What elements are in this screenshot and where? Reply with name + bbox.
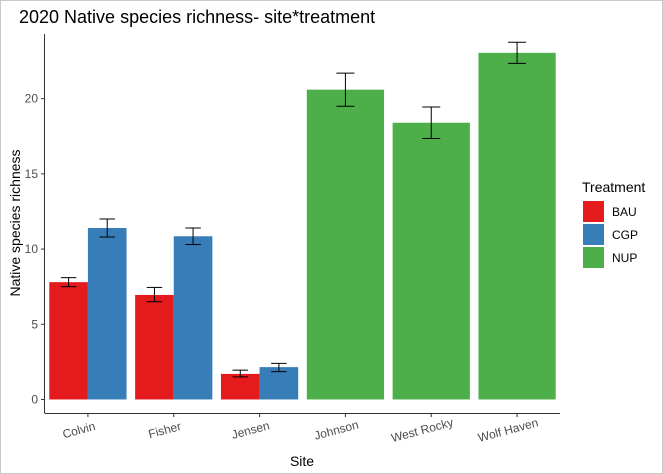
bar-fisher-cgp	[173, 236, 213, 400]
legend-swatch-nup	[583, 247, 604, 268]
bar-johnson-nup	[306, 89, 385, 400]
bar-wolf-haven-nup	[478, 52, 556, 400]
legend-label-bau: BAU	[612, 205, 637, 219]
x-axis-ticks: Colvin Fisher Jensen Johnson West Rocky Wolf …	[61, 413, 540, 445]
y-tick-label: 15	[25, 167, 39, 181]
x-tick-label: West Rocky	[390, 415, 455, 445]
legend-title: Treatment	[582, 179, 645, 195]
bar-fisher-bau	[135, 294, 174, 400]
bar-jensen-cgp	[259, 367, 299, 400]
x-tick-label: Colvin	[61, 419, 97, 441]
bar-colvin-cgp	[87, 228, 127, 400]
x-tick-label: Fisher	[147, 419, 183, 441]
y-tick-label: 20	[25, 92, 39, 106]
legend-label-nup: NUP	[612, 251, 637, 265]
legend-swatch-bau	[583, 201, 604, 222]
error-bar-jensen-cgp	[271, 362, 287, 373]
error-bar-colvin-cgp	[99, 218, 115, 238]
bar-jensen-bau	[220, 373, 260, 400]
y-tick-label: 0	[31, 392, 38, 406]
y-tick-label: 5	[31, 317, 38, 331]
y-tick-label: 10	[25, 242, 39, 256]
error-bar-wolf-haven-nup	[508, 41, 527, 64]
plot-area	[49, 41, 556, 400]
legend-label-cgp: CGP	[612, 228, 638, 242]
legend-items: BAU CGP NUP	[583, 201, 638, 268]
legend: Treatment BAU CGP NUP	[582, 179, 645, 268]
error-bar-west-rocky-nup	[422, 106, 441, 140]
x-tick-label: Johnson	[313, 418, 360, 443]
error-bar-fisher-bau	[146, 286, 163, 303]
error-bar-jensen-bau	[232, 369, 248, 378]
x-tick-label: Jensen	[230, 418, 271, 442]
error-bar-johnson-nup	[336, 72, 355, 107]
chart-title: 2020 Native species richness- site*treat…	[19, 7, 375, 27]
y-axis-ticks: 0 5 10 15 20	[25, 92, 45, 406]
error-bar-colvin-bau	[60, 277, 77, 288]
bar-west-rocky-nup	[392, 122, 470, 400]
x-tick-label: Wolf Haven	[476, 415, 539, 445]
bar-colvin-bau	[49, 282, 88, 400]
error-bar-fisher-cgp	[185, 227, 201, 246]
legend-swatch-cgp	[583, 224, 604, 245]
x-axis-title: Site	[290, 453, 314, 469]
y-axis-title: Native species richness	[7, 149, 23, 296]
